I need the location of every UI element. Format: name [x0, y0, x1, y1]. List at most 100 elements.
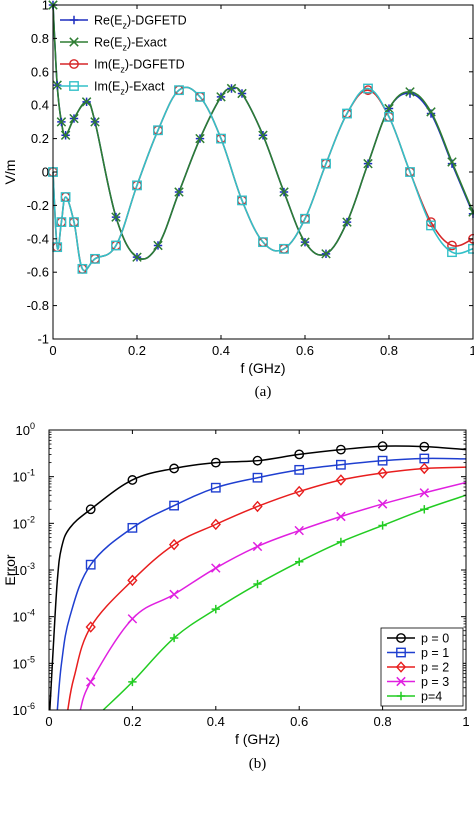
chart-a-data-point — [132, 180, 142, 191]
chart-a-data-point — [342, 217, 352, 227]
chart-a-data-point — [69, 217, 79, 227]
chart-a-data-point — [77, 263, 88, 274]
chart-a-data-point — [363, 158, 373, 169]
chart-a: 0 0.2 0.4 0.6 0.8 1 -1 -0.8 -0.6 -0.4 -0.2 0 0.2 0.4 0… — [2, 0, 474, 400]
chart-a-y-tick-label: 0 — [42, 165, 49, 180]
chart-a-data-point — [81, 97, 92, 107]
chart-a-data-point — [216, 133, 226, 144]
chart-b-data-point — [168, 538, 180, 551]
chart-a-data-point — [279, 187, 289, 197]
chart-a-series-line — [52, 86, 474, 272]
chart-a-data-point — [300, 237, 310, 247]
chart-b-legend-marker — [396, 633, 406, 643]
chart-b-legend-label: p = 0 — [421, 632, 449, 646]
chart-b-y-tick-label: 10-4 — [13, 608, 35, 625]
chart-b-legend-label: p = 2 — [421, 661, 449, 675]
chart-b-data-point — [336, 459, 346, 470]
chart-b-y-tick-label: 10-3 — [13, 561, 35, 578]
chart-a-y-tick-label: 0.6 — [31, 64, 49, 79]
chart-a-legend-marker — [69, 81, 79, 91]
chart-a-data-point — [384, 103, 394, 114]
chart-a-legend-label: Im(Ez)-DGFETD — [94, 58, 185, 75]
chart-b-data-point — [294, 464, 305, 475]
chart-b-data-point — [377, 467, 388, 479]
chart-a-ticks: 0 0.2 0.4 0.6 0.8 1 -1 -0.8 -0.6 -0.4 -0.2 0 0.2 0.4 0… — [27, 0, 474, 358]
chart-a-data-point — [279, 243, 289, 254]
chart-a-data-point — [111, 212, 121, 222]
chart-a-data-point — [321, 249, 331, 259]
chart-a-data-point — [321, 158, 331, 169]
chart-a-data-point — [405, 89, 415, 98]
chart-b-data-point — [85, 621, 96, 633]
chart-b-data-point — [211, 604, 220, 614]
chart-b-caption: (b) — [249, 756, 267, 772]
chart-a-data-point — [52, 80, 62, 90]
chart-a-data-point — [60, 192, 71, 202]
chart-a-x-tick-label: 0.2 — [128, 343, 146, 358]
chart-b-data-point — [294, 449, 305, 460]
chart-b-data-point — [210, 518, 221, 531]
chart-b-data-point — [211, 563, 221, 573]
chart-a-y-tick-label: -1 — [37, 332, 49, 347]
chart-b-data-point — [85, 559, 96, 570]
chart-a-y-tick-label: 0.2 — [31, 131, 49, 146]
chart-a-data-point — [447, 159, 457, 168]
chart-b-legend-label: p=4 — [421, 690, 442, 704]
chart-a-data-point — [237, 88, 247, 99]
chart-b-legend-marker — [396, 676, 406, 687]
chart-a-data-point — [447, 240, 457, 251]
chart-b-x-tick-label: 0.2 — [123, 714, 141, 729]
chart-a-data-point — [69, 113, 79, 124]
chart-b-data-point — [253, 579, 262, 589]
chart-b-data-point — [127, 522, 138, 533]
chart-a-data-point — [195, 133, 205, 144]
chart-b-data-point — [336, 537, 346, 547]
chart-a-legend-label: Im(Ez)-Exact — [94, 80, 165, 97]
chart-b-data-point — [210, 457, 221, 468]
chart-a-legend-label: Re(Ez)-DGFETD — [94, 14, 187, 31]
chart-a-y-tick-label: 0.8 — [31, 31, 49, 46]
chart-b-legend: p = 0p = 1p = 2p = 3p=4 — [380, 627, 464, 707]
chart-b-markers — [85, 441, 430, 687]
chart-b-data-point — [252, 455, 263, 466]
chart-a-data-point — [111, 240, 121, 251]
chart-a-data-point — [174, 85, 184, 96]
chart-b-legend-marker — [396, 647, 406, 658]
chart-a-data-point — [237, 195, 247, 206]
chart-a-legend-marker — [69, 37, 79, 47]
chart-a-data-point — [90, 253, 100, 264]
chart-a-legend-label: Re(Ez)-Exact — [94, 36, 167, 53]
chart-a-data-point — [447, 247, 457, 258]
chart-b-data-point — [335, 444, 346, 455]
chart-b-data-point — [378, 521, 387, 530]
chart-b-data-point — [85, 677, 96, 687]
chart-b-data-point — [295, 557, 304, 566]
chart-b-x-tick-label: 1 — [462, 714, 469, 729]
chart-b-y-tick-label: 10-6 — [13, 701, 35, 718]
chart-a-legend-marker — [69, 59, 79, 69]
chart-a-y-tick-label: -0.4 — [27, 231, 49, 246]
chart-a-data-point — [342, 108, 352, 119]
chart-a-x-tick-label: 1 — [469, 343, 474, 358]
chart-b-legend-label: p = 3 — [421, 675, 449, 689]
chart-b-x-tick-label: 0.6 — [290, 714, 308, 729]
chart-a-data-point — [60, 130, 71, 140]
chart-b-series-line — [102, 494, 466, 710]
chart-b-y-tick-label: 10-1 — [13, 468, 35, 485]
chart-b-data-point — [335, 474, 347, 486]
chart-b-x-tick-label: 0 — [45, 714, 52, 729]
chart-a-data-point — [90, 117, 100, 127]
chart-b-y-tick-label: 10-2 — [13, 514, 35, 531]
chart-b-ticks: 0 0.2 0.4 0.6 0.8 1 10-6 10-5 10-4 10-3 10-2 10-1 10… — [13, 421, 470, 729]
chart-b-data-point — [336, 511, 346, 522]
chart-b-data-point — [252, 472, 263, 483]
chart-b-data-point — [169, 633, 179, 643]
chart-b-data-point — [294, 485, 305, 498]
chart-a-y-tick-label: 0.4 — [31, 98, 49, 113]
chart-a-data-point — [226, 83, 237, 94]
chart-b-data-point — [169, 463, 180, 474]
chart-b-data-point — [169, 500, 179, 511]
chart-b-data-point — [127, 614, 138, 624]
chart-b-x-axis-label: f (GHz) — [235, 731, 280, 747]
